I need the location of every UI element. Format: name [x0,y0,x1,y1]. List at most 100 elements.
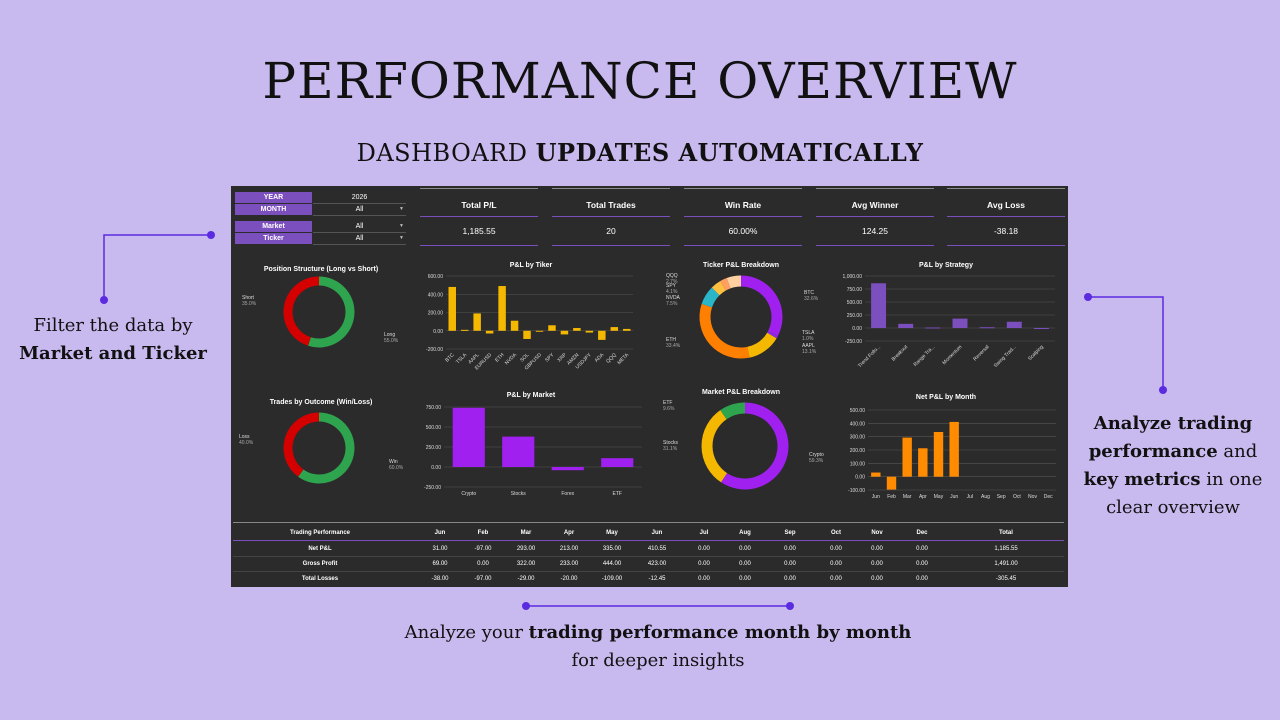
chart-bar [886,476,897,490]
y-tick-label: 400.00 [850,421,866,427]
table-header-month: Aug [739,530,751,536]
slice-label: Short [242,295,255,301]
chart-bar [452,407,485,467]
slice-percent: 60.0% [389,465,404,471]
table-header-total: Total [999,530,1013,536]
chart-bar [979,327,995,329]
table-header-row: Trading Performance Jun Feb Mar Apr May … [231,526,1068,541]
right-annotation-line4: clear overview [1106,497,1240,518]
x-tick-label: Momentum [941,344,963,366]
x-tick-label: Breakout [891,344,910,363]
table-header-label: Trading Performance [289,530,351,536]
filter-ticker-label: Ticker [235,233,312,244]
slice-label: TSLA [802,330,815,336]
kpi-avg-loss: Avg Loss -38.18 [947,188,1065,246]
slice-label: Long [384,332,395,338]
chart-bar [610,327,619,331]
chart-title-ticker-breakdown: Ticker P&L Breakdown [703,262,779,269]
right-connector-dot [1084,293,1092,301]
y-tick-label: 100.00 [850,461,866,467]
chart-bar [601,458,634,467]
x-tick-label: Feb [887,494,896,500]
filter-market-dropdown[interactable]: All ▼ [313,221,406,233]
chart-bar [510,320,519,331]
table-header-month: Jun [434,530,446,536]
slice-label: Loss [239,434,250,440]
table-header-month: Oct [830,530,841,536]
x-tick-label: META [616,352,630,366]
filter-year-value[interactable]: 2026 [313,192,406,204]
slice-percent: 32.6% [804,296,819,302]
slice-percent: 2.7% [666,279,678,285]
bottom-annotation-line1: Analyze your trading performance month b… [404,622,912,643]
slice-label: BTC [804,290,814,296]
x-tick-label: Reversal [972,344,990,362]
filter-ticker-dropdown[interactable]: All ▼ [313,233,406,245]
right-annotation-line1: Analyze trading [1093,413,1253,434]
x-tick-label: Jul [967,494,973,500]
y-tick-label: 500.00 [850,408,866,414]
table-header-month: Sep [784,530,796,536]
donut-slice [283,412,320,477]
table-header-month: Jul [699,530,709,536]
left-annotation-line2: Market and Ticker [19,343,207,364]
kpi-win-rate: Win Rate 60.00% [684,188,802,246]
x-tick-label: ETH [494,352,506,364]
left-connector-dot-end [207,231,215,239]
x-tick-label: Swing Trad... [993,344,1018,369]
slice-percent: 31.1% [663,446,678,452]
chart-title-position-structure: Position Structure (Long vs Short) [263,266,379,273]
chevron-down-icon: ▼ [399,235,404,241]
y-tick-label: -100.00 [848,488,865,494]
table-row: Net P&L 31.00 -97.00 293.00 213.00 335.0… [308,546,1018,552]
left-annotation: Filter the data by Market and Ticker [18,312,208,368]
y-tick-label: 300.00 [850,435,866,441]
donut-slice [701,287,720,308]
x-tick-label: Dec [1044,494,1053,500]
chart-bar [871,472,881,477]
chart-bar [902,437,912,477]
x-tick-label: BTC [444,352,456,364]
x-tick-label: TSLA [455,352,469,366]
chart-bar [573,328,581,331]
donut-slice [711,281,726,296]
slice-percent: 55.0% [384,338,399,344]
chart-bar [952,318,968,328]
donut-slice [726,275,742,289]
chart-bar [473,313,481,331]
slice-percent: 7.5% [666,301,678,307]
chart-title-market-breakdown: Market P&L Breakdown [701,389,781,396]
slice-label: Stocks [663,440,679,446]
y-tick-label: 500.00 [847,300,863,306]
y-tick-label: 1,000.00 [843,274,863,280]
slice-percent: 35.0% [242,301,257,307]
chart-bar [598,330,606,340]
y-tick-label: 250.00 [847,313,863,319]
page-title: PERFORMANCE OVERVIEW [262,52,1018,110]
chart-bar [485,330,494,334]
x-tick-label: SPY [544,352,556,364]
chart-bar [523,330,531,339]
chart-bar [448,286,456,331]
x-tick-label: Jun [872,494,880,500]
chart-bar [551,467,584,471]
y-tick-label: -200.00 [426,347,443,353]
chart-bar [548,325,556,331]
filter-month-dropdown[interactable]: All ▼ [313,204,406,216]
left-annotation-line1: Filter the data by [33,315,193,336]
x-tick-label: Forex [561,491,574,497]
donut-slice [298,412,355,484]
page-subtitle: DASHBOARD UPDATES AUTOMATICALLY [0,138,1280,167]
donut-slice [701,410,728,483]
x-tick-label: Apr [919,494,927,500]
x-tick-label: ADA [594,352,606,364]
y-tick-label: 200.00 [428,311,444,317]
table-row: Gross Profit 69.00 0.00 322.00 233.00 44… [302,561,1018,567]
chart-title-net-pl-month: Net P&L by Month [915,394,977,401]
slice-label: QQQ [666,273,678,279]
donut-slice [720,278,731,291]
y-tick-label: 750.00 [426,405,442,411]
y-tick-label: 400.00 [428,292,444,298]
filter-year-label: YEAR [235,192,312,203]
chart-bar [585,330,594,333]
